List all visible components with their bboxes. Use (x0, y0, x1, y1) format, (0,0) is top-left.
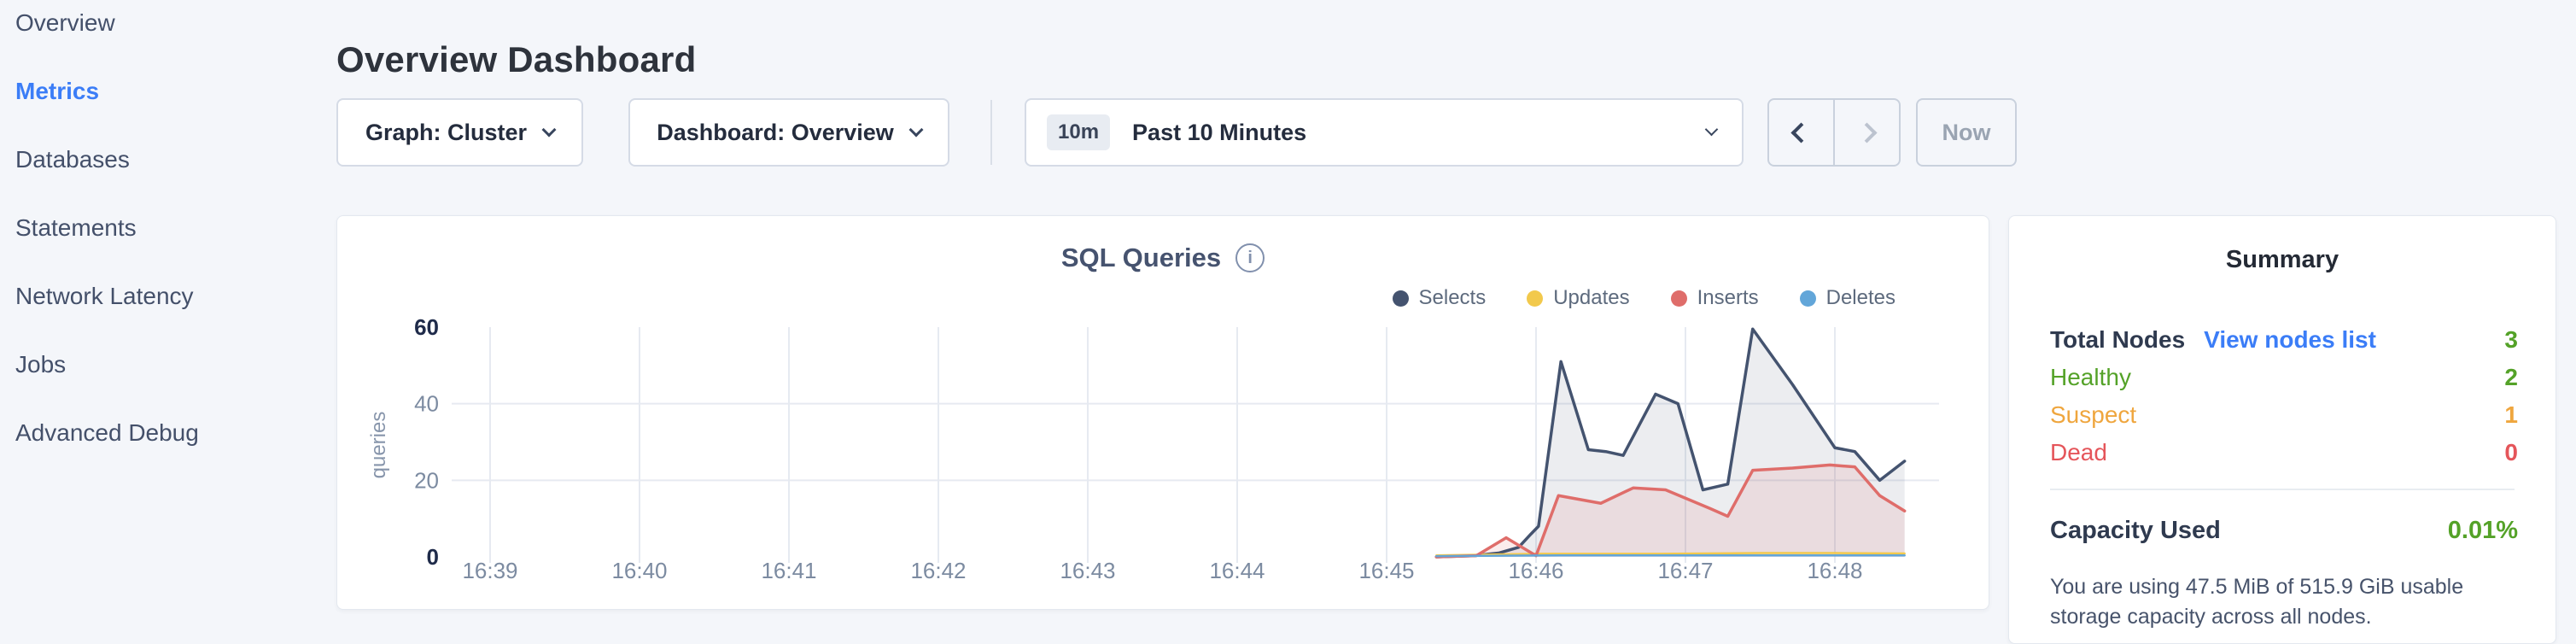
svg-text:queries: queries (367, 412, 390, 479)
legend-label: Updates (1553, 286, 1630, 309)
svg-text:16:45: 16:45 (1358, 558, 1414, 583)
dead-value: 0 (2504, 439, 2518, 465)
sidebar-item-overview[interactable]: Overview (15, 9, 115, 36)
legend-item-updates[interactable]: Updates (1527, 286, 1630, 310)
time-window-arrows (1767, 98, 1901, 167)
svg-text:16:41: 16:41 (761, 558, 816, 583)
legend-label: Selects (1418, 286, 1487, 309)
dashboard-selector-dropdown[interactable]: Dashboard: Overview (628, 98, 949, 167)
sql-queries-chart-plot: 0 20 40 60 16:39 16:40 16:41 16:42 16:43 16:44 16:… (367, 314, 1939, 583)
summary-row-dead: Dead 0 (2050, 438, 2518, 467)
chart-title-row: SQL Queries i (337, 243, 1989, 273)
suspect-value: 1 (2504, 401, 2518, 428)
suspect-label: Suspect (2050, 401, 2137, 428)
deletes-dot-icon (1799, 290, 1816, 307)
chart-legend: Selects Updates Inserts Deletes (1392, 286, 1895, 310)
total-nodes-value: 3 (2504, 326, 2518, 353)
summary-panel: Summary Total Nodes View nodes list 3 He… (2008, 215, 2556, 644)
time-range-label: Past 10 Minutes (1132, 119, 1307, 145)
sidebar-item-advanced-debug[interactable]: Advanced Debug (15, 419, 199, 446)
chevron-right-icon (1856, 121, 1878, 143)
capacity-used-label: Capacity Used (2050, 516, 2221, 544)
svg-text:40: 40 (414, 391, 439, 417)
page-title: Overview Dashboard (336, 39, 697, 80)
svg-text:0: 0 (427, 544, 439, 570)
legend-item-deletes[interactable]: Deletes (1799, 286, 1895, 310)
legend-item-inserts[interactable]: Inserts (1670, 286, 1759, 310)
graph-selector-label: Graph: Cluster (365, 119, 528, 145)
summary-row-suspect: Suspect 1 (2050, 401, 2518, 430)
healthy-label: Healthy (2050, 364, 2131, 390)
chart-title: SQL Queries (1060, 243, 1222, 272)
svg-text:16:46: 16:46 (1508, 558, 1563, 583)
time-range-badge: 10m (1047, 114, 1111, 150)
graph-selector-dropdown[interactable]: Graph: Cluster (336, 98, 583, 167)
summary-row-total-nodes: Total Nodes View nodes list 3 (2050, 325, 2518, 354)
svg-text:16:39: 16:39 (462, 558, 517, 583)
legend-item-selects[interactable]: Selects (1392, 286, 1487, 310)
svg-text:16:47: 16:47 (1657, 558, 1713, 583)
now-button[interactable]: Now (1916, 98, 2017, 167)
chevron-down-icon (541, 122, 557, 137)
svg-text:20: 20 (414, 467, 439, 493)
selects-dot-icon (1392, 290, 1409, 307)
svg-text:16:48: 16:48 (1807, 558, 1862, 583)
sql-queries-chart-card: SQL Queries i Selects Updates Inserts De… (336, 215, 1989, 610)
svg-text:60: 60 (414, 314, 439, 340)
view-nodes-list-link[interactable]: View nodes list (2204, 326, 2376, 353)
chevron-left-icon (1790, 121, 1812, 143)
legend-label: Inserts (1697, 286, 1759, 309)
capacity-used-value: 0.01% (2447, 516, 2518, 544)
chevron-down-icon (1704, 122, 1719, 137)
svg-text:16:44: 16:44 (1209, 558, 1265, 583)
toolbar-divider (990, 100, 992, 165)
capacity-used-row: Capacity Used 0.01% (2050, 515, 2518, 546)
svg-text:16:43: 16:43 (1060, 558, 1115, 583)
sidebar-item-network-latency[interactable]: Network Latency (15, 283, 194, 309)
sidebar-item-statements[interactable]: Statements (15, 214, 137, 241)
previous-time-window-button[interactable] (1769, 100, 1833, 165)
svg-text:16:40: 16:40 (611, 558, 667, 583)
dashboard-selector-label: Dashboard: Overview (657, 119, 894, 145)
sidebar-item-metrics[interactable]: Metrics (15, 78, 100, 104)
legend-label: Deletes (1825, 286, 1895, 309)
summary-title: Summary (2225, 246, 2339, 273)
info-icon[interactable]: i (1235, 243, 1265, 272)
svg-text:16:42: 16:42 (910, 558, 966, 583)
time-range-dropdown[interactable]: 10m Past 10 Minutes (1025, 98, 1744, 167)
sidebar-item-databases[interactable]: Databases (15, 146, 130, 173)
dead-label: Dead (2050, 439, 2107, 465)
sidebar-item-jobs[interactable]: Jobs (15, 351, 67, 378)
chevron-down-icon (908, 122, 924, 137)
summary-divider (2050, 489, 2515, 490)
healthy-value: 2 (2504, 364, 2518, 390)
inserts-dot-icon (1670, 290, 1687, 307)
next-time-window-button[interactable] (1833, 100, 1899, 165)
total-nodes-label: Total Nodes (2050, 326, 2186, 353)
summary-row-healthy: Healthy 2 (2050, 363, 2518, 392)
metrics-page: Overview Metrics Databases Statements Ne… (15, 9, 2556, 644)
updates-dot-icon (1527, 290, 1544, 307)
